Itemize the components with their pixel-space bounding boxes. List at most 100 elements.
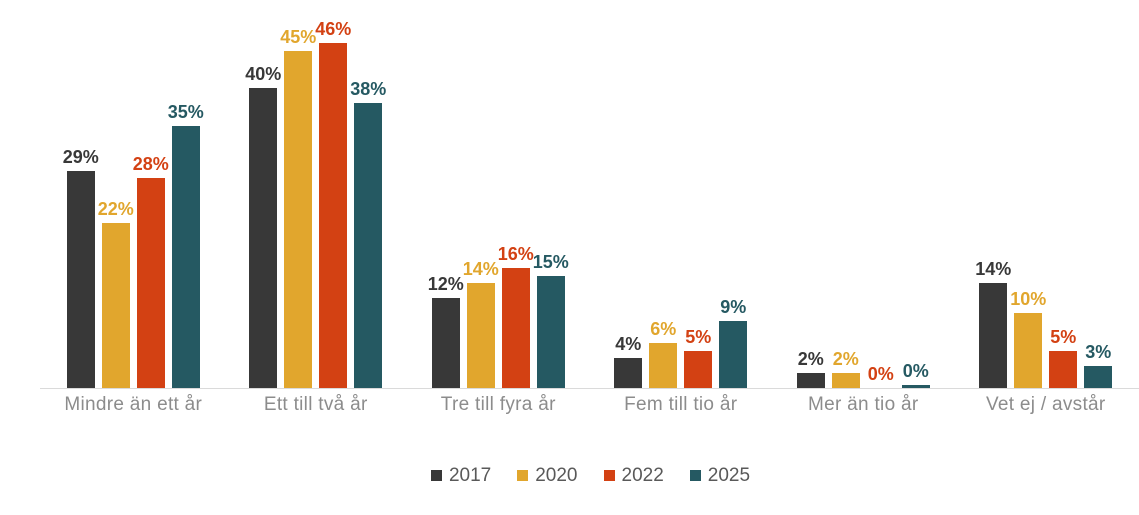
category-label: Vet ej / avstår (985, 394, 1106, 415)
bar-slot: 35% (168, 0, 204, 388)
data-label: 40% (245, 64, 282, 84)
bar-slot: 6% (649, 0, 678, 388)
bar-slot: 0% (901, 0, 930, 388)
bar-2017 (66, 170, 95, 388)
legend-label: 2017 (448, 465, 492, 486)
bar-slot: 46% (315, 0, 351, 388)
bar-slot: 2% (831, 0, 860, 388)
bar-slot: 16% (498, 0, 534, 388)
bar-group: 12% 14% 16% 15% (407, 0, 590, 388)
x-axis-line (40, 388, 1139, 389)
bar-slot: 4% (614, 0, 643, 388)
bar-2022 (319, 43, 348, 388)
legend-item-2025: 2025 (689, 465, 751, 486)
bar-slot: 3% (1084, 0, 1113, 388)
legend-item-2020: 2020 (517, 465, 578, 486)
category-label: Tre till fyra år (440, 394, 556, 415)
data-label: 10% (1010, 289, 1047, 309)
legend-marker-icon (689, 470, 701, 481)
bar-group: 29% 22% 28% 35% (42, 0, 225, 388)
bar-2025 (536, 275, 565, 388)
data-label: 12% (427, 274, 464, 294)
category-axis-labels: Mindre än ett år Ett till två år Tre till … (42, 394, 1137, 416)
category-label: Mindre än ett år (64, 394, 203, 415)
bar-2020 (101, 223, 130, 388)
data-label: 5% (685, 326, 712, 347)
legend-marker-icon (430, 470, 442, 481)
plot-area: 29% 22% 28% 35% 40% 45% 46% 38% 12% 14% 16% 15% 4% 6%… (42, 0, 1137, 388)
bar-slot: 38% (350, 0, 386, 388)
data-label: 38% (350, 79, 387, 99)
bar-slot: 29% (63, 0, 99, 388)
legend-item-2022: 2022 (603, 465, 664, 486)
data-label: 0% (867, 364, 894, 384)
data-label: 22% (97, 199, 134, 219)
bar-2017 (796, 373, 825, 388)
data-label: 16% (497, 244, 534, 264)
legend-label: 2022 (621, 465, 664, 486)
bar-2022 (684, 350, 713, 388)
data-label: 3% (1085, 341, 1112, 362)
bar-2025 (354, 103, 383, 388)
bar-2020 (649, 343, 678, 388)
bar-2020 (466, 283, 495, 388)
bar-slot: 28% (133, 0, 169, 388)
bar-2020 (1014, 313, 1043, 388)
data-label: 0% (902, 361, 929, 381)
bar-slot: 40% (245, 0, 281, 388)
bar-2025 (901, 385, 930, 388)
data-label: 35% (167, 101, 204, 122)
bar-2020 (831, 373, 860, 388)
bar-group: 2% 2% 0% 0% (772, 0, 955, 388)
bar-slot: 15% (533, 0, 569, 388)
data-label: 14% (462, 259, 499, 279)
bar-2020 (284, 50, 313, 388)
data-label: 45% (280, 26, 317, 47)
data-label: 9% (720, 296, 747, 317)
bar-slot: 10% (1010, 0, 1046, 388)
legend-marker-icon (603, 470, 615, 481)
bar-slot: 45% (280, 0, 316, 388)
data-label: 5% (1050, 326, 1077, 347)
data-label: 2% (832, 349, 859, 369)
bar-2022 (1049, 350, 1078, 388)
data-label: 28% (132, 154, 169, 174)
bar-slot: 9% (719, 0, 748, 388)
data-label: 4% (615, 334, 642, 354)
bar-2025 (1084, 365, 1113, 388)
bar-2025 (719, 320, 748, 388)
legend: 2017 2020 2022 2025 (42, 466, 1139, 485)
bar-2017 (979, 283, 1008, 388)
data-label: 46% (315, 19, 352, 39)
legend-item-2017: 2017 (430, 465, 492, 486)
bar-group: 14% 10% 5% 3% (955, 0, 1138, 388)
data-label: 6% (650, 319, 677, 339)
legend-label: 2025 (707, 465, 751, 486)
data-label: 14% (975, 259, 1012, 279)
bar-slot: 22% (98, 0, 134, 388)
legend-label: 2020 (535, 465, 578, 486)
data-label: 2% (797, 349, 824, 369)
category-label: Mer än tio år (807, 394, 919, 415)
category-label: Fem till tio år (624, 394, 738, 415)
bar-2022 (501, 268, 530, 388)
bar-2017 (431, 298, 460, 388)
legend-marker-icon (517, 470, 529, 481)
data-label: 15% (532, 251, 569, 272)
category-label: Ett till två år (263, 394, 368, 415)
bar-group: 4% 6% 5% 9% (590, 0, 773, 388)
bar-2017 (249, 88, 278, 388)
bar-slot: 5% (684, 0, 713, 388)
bar-2022 (136, 178, 165, 388)
bar-slot: 5% (1049, 0, 1078, 388)
bar-2025 (171, 125, 200, 388)
bar-slot: 14% (463, 0, 499, 388)
bar-2017 (614, 358, 643, 388)
bar-group: 40% 45% 46% 38% (225, 0, 408, 388)
bar-slot: 0% (867, 0, 895, 388)
data-label: 29% (62, 146, 99, 167)
bar-slot: 14% (975, 0, 1011, 388)
bar-slot: 2% (796, 0, 825, 388)
bar-slot: 12% (428, 0, 464, 388)
